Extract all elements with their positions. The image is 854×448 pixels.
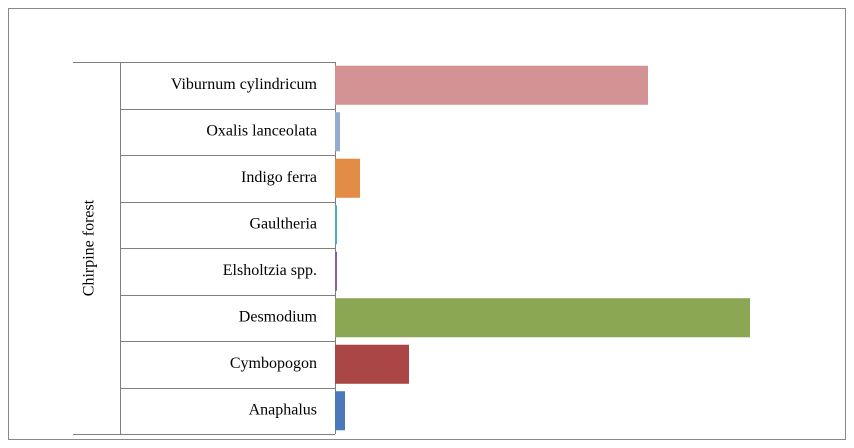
y-tick-label: Gaultheria — [249, 215, 317, 232]
bar — [335, 251, 337, 291]
group-label: Chirpine forest — [81, 199, 98, 296]
bar — [335, 391, 345, 431]
y-tick-label: Elsholtzia spp. — [223, 262, 317, 279]
y-tick-label: Anaphalus — [249, 401, 317, 418]
chart-frame — [8, 8, 846, 440]
y-tick-label: Viburnum cylindricum — [171, 76, 318, 93]
bar — [335, 158, 360, 198]
y-tick-label: Cymbopogon — [230, 355, 317, 372]
y-tick-label: Desmodium — [239, 308, 318, 325]
y-tick-label: Oxalis lanceolata — [206, 122, 317, 139]
bar — [335, 298, 750, 338]
bar — [335, 344, 409, 384]
bar — [335, 65, 648, 105]
y-tick-label: Indigo ferra — [241, 169, 317, 186]
bar — [335, 205, 337, 245]
bar — [335, 112, 340, 152]
